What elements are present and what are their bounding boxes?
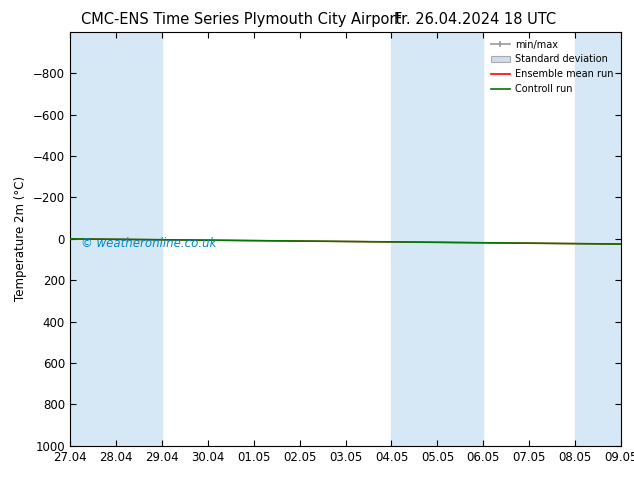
Legend: min/max, Standard deviation, Ensemble mean run, Controll run: min/max, Standard deviation, Ensemble me… [487, 36, 618, 98]
Text: CMC-ENS Time Series Plymouth City Airport: CMC-ENS Time Series Plymouth City Airpor… [81, 12, 401, 27]
Bar [575, 32, 621, 446]
Y-axis label: Temperature 2m (°C): Temperature 2m (°C) [14, 176, 27, 301]
Text: © weatheronline.co.uk: © weatheronline.co.uk [81, 237, 216, 250]
Bar [70, 32, 162, 446]
Bar [391, 32, 483, 446]
Text: Fr. 26.04.2024 18 UTC: Fr. 26.04.2024 18 UTC [394, 12, 557, 27]
